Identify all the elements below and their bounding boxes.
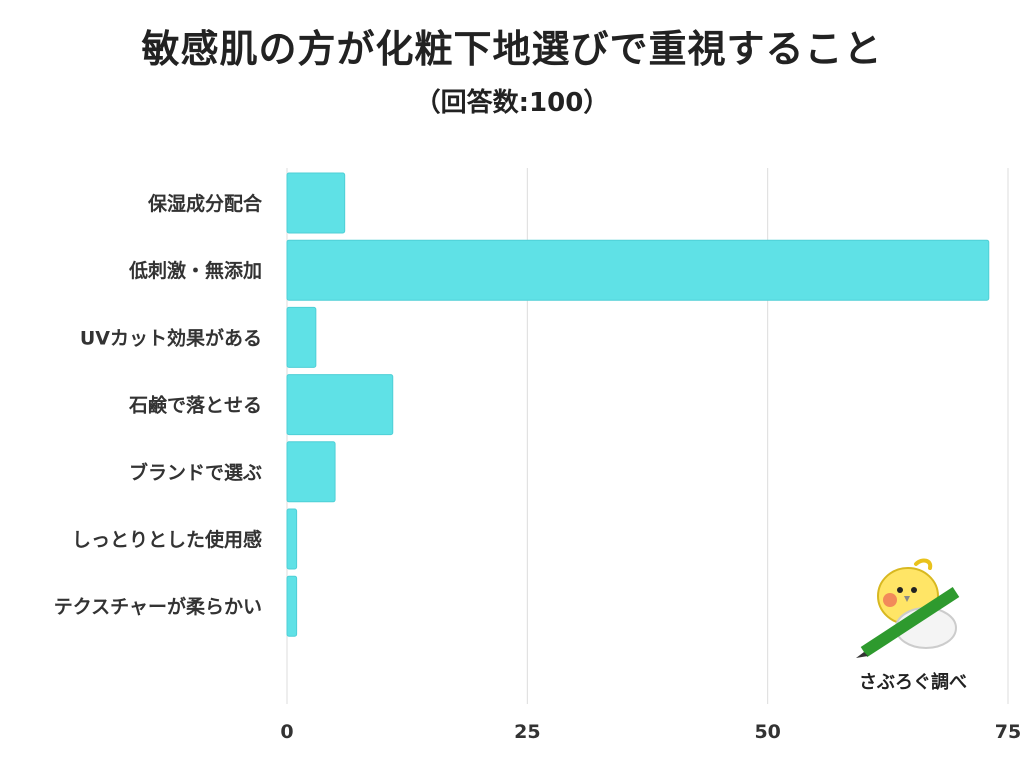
bar bbox=[286, 575, 298, 637]
bar bbox=[286, 441, 336, 503]
bars bbox=[286, 172, 990, 637]
x-tick-label: 25 bbox=[514, 721, 540, 743]
bird-mascot-icon bbox=[856, 558, 960, 658]
category-label: 石鹸で落とせる bbox=[128, 394, 262, 417]
bar bbox=[286, 239, 990, 301]
category-label: 低刺激・無添加 bbox=[128, 259, 262, 282]
credit-label: さぶろぐ調べ bbox=[859, 672, 967, 693]
category-label: ブランドで選ぶ bbox=[129, 461, 262, 484]
category-label: テクスチャーが柔らかい bbox=[54, 595, 262, 618]
bar bbox=[286, 508, 298, 570]
bar bbox=[286, 374, 394, 436]
x-tick-label: 75 bbox=[995, 721, 1021, 743]
category-label: UVカット効果がある bbox=[80, 326, 262, 349]
bar bbox=[286, 306, 317, 368]
chart-subtitle: （回答数:100） bbox=[414, 88, 610, 118]
x-tick-label: 50 bbox=[754, 721, 780, 743]
bar bbox=[286, 172, 346, 234]
category-label: しっとりとした使用感 bbox=[72, 528, 262, 551]
chart-title: 敏感肌の方が化粧下地選びで重視すること bbox=[141, 27, 883, 71]
category-label: 保湿成分配合 bbox=[147, 192, 263, 215]
x-tick-labels: 0 25 50 75 bbox=[280, 721, 1021, 743]
x-tick-label: 0 bbox=[280, 721, 293, 743]
